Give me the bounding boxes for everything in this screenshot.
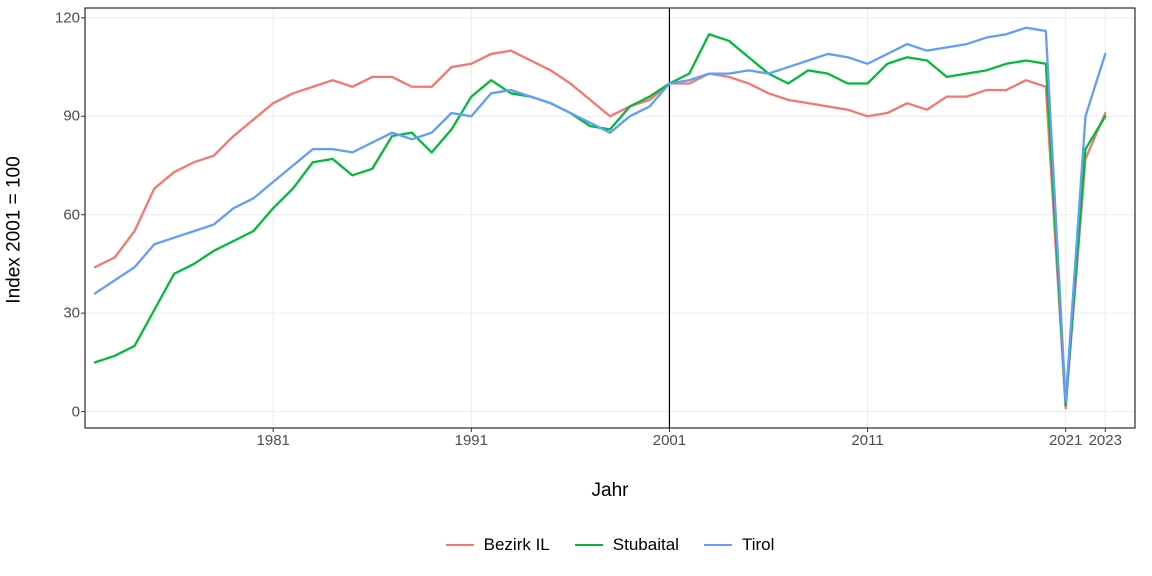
y-tick-label: 30 (20, 305, 80, 322)
legend: Bezirk IL Stubaital Tirol (85, 535, 1135, 555)
y-tick-label: 90 (20, 108, 80, 125)
x-tick-label: 2001 (653, 432, 686, 449)
legend-label: Stubaital (613, 535, 679, 555)
legend-swatch (575, 544, 603, 546)
legend-swatch (446, 544, 474, 546)
legend-item: Stubaital (575, 535, 679, 555)
x-tick-label: 1981 (257, 432, 290, 449)
y-axis-title: Index 2001 = 100 (0, 0, 30, 460)
legend-label: Tirol (742, 535, 774, 555)
x-tick-label: 1991 (455, 432, 488, 449)
y-tick-label: 60 (20, 206, 80, 223)
legend-swatch (704, 544, 732, 546)
y-axis-title-text: Index 2001 = 100 (4, 156, 26, 303)
y-tick-label: 120 (20, 9, 80, 26)
plot-area (85, 8, 1135, 428)
x-tick-label: 2023 (1089, 432, 1122, 449)
x-tick-label: 2011 (851, 432, 883, 449)
x-tick-label: 2021 (1049, 432, 1082, 449)
y-tick-label: 0 (20, 403, 80, 420)
legend-label: Bezirk IL (484, 535, 550, 555)
x-axis-title: Jahr (85, 480, 1135, 502)
legend-item: Bezirk IL (446, 535, 550, 555)
legend-item: Tirol (704, 535, 774, 555)
chart-container: Index 2001 = 100 0 30 60 90 120 1981 1991 2001… (0, 0, 1152, 576)
